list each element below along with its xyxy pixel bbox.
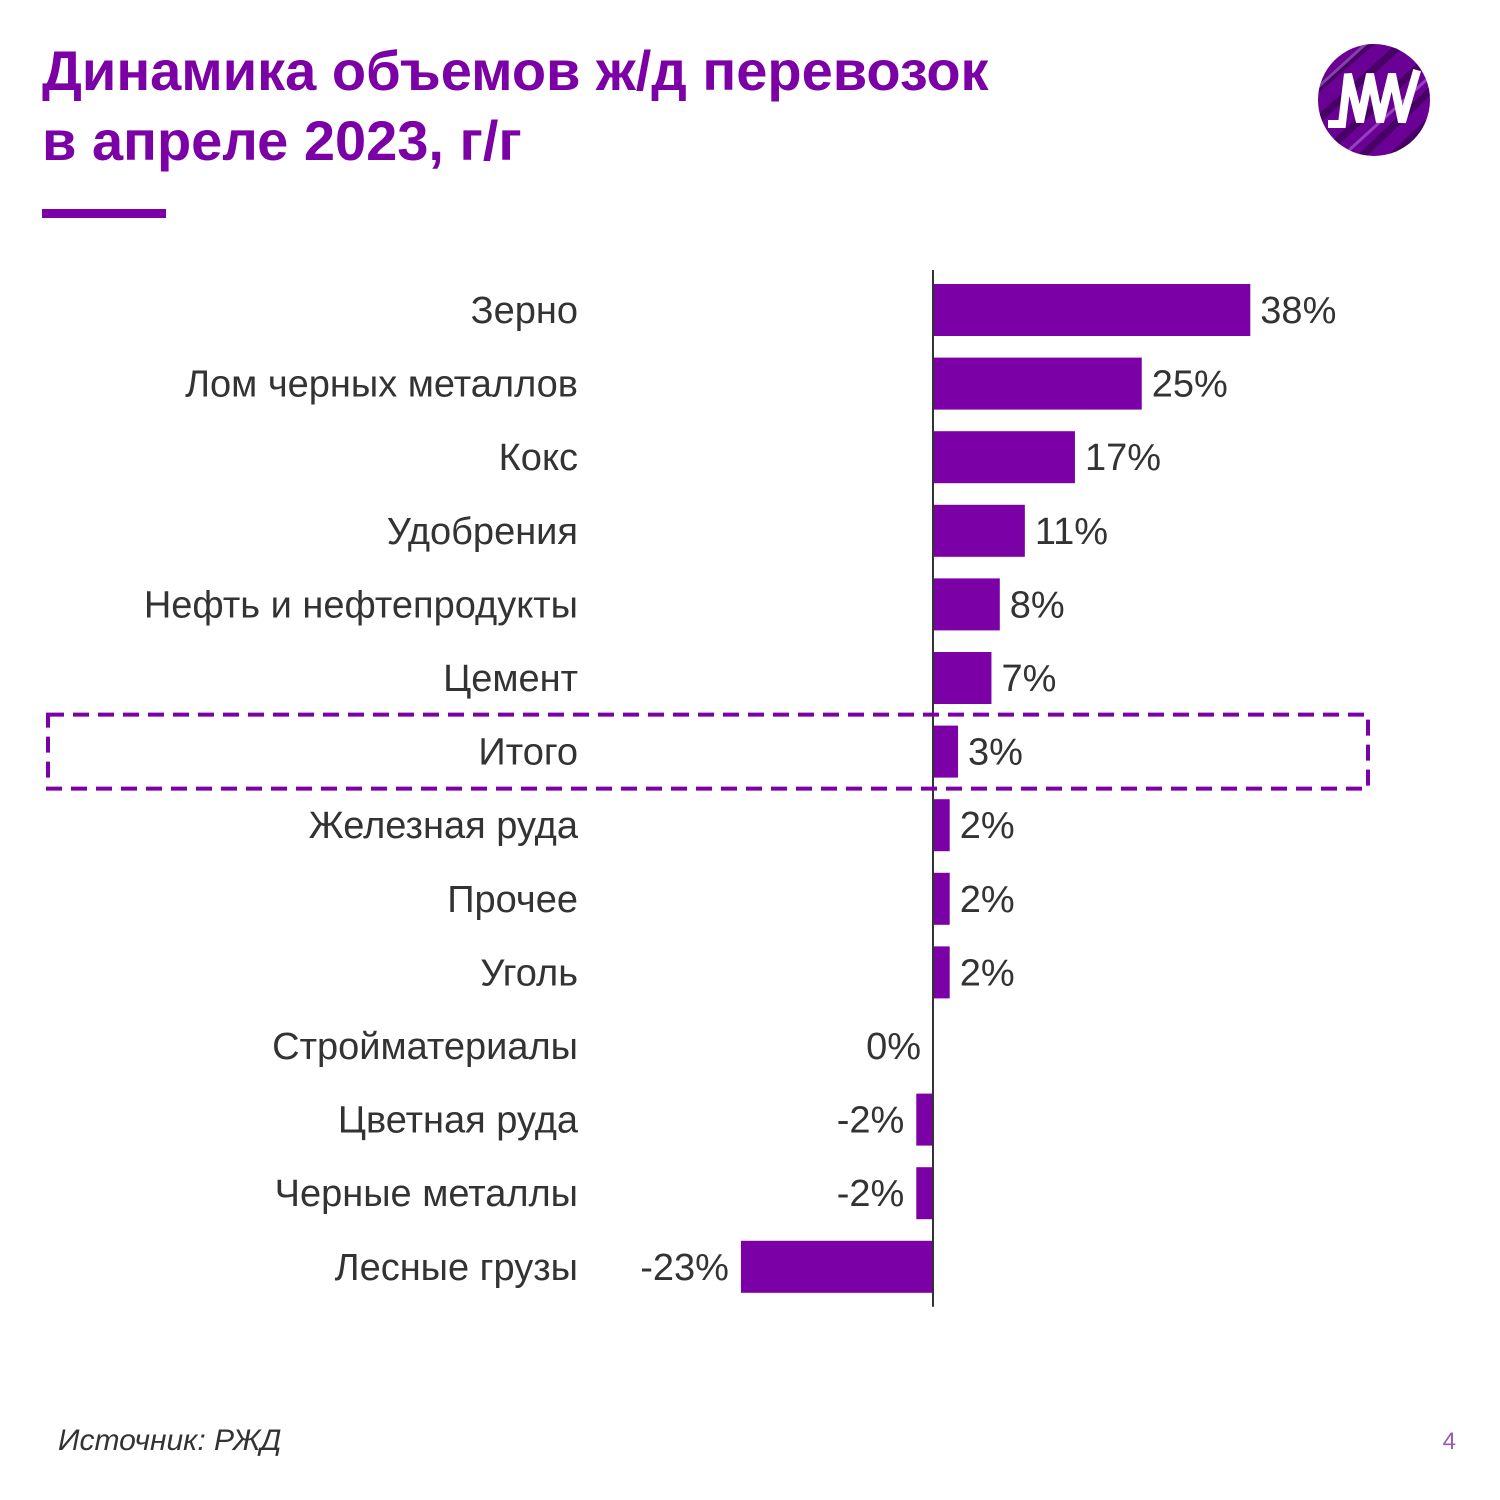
data-label: 8%: [1010, 584, 1065, 626]
bar-3: [933, 504, 1025, 557]
category-label: Итого: [478, 732, 578, 774]
data-label: 2%: [960, 805, 1015, 847]
bar-0: [933, 284, 1251, 336]
bar-chart: Зерно 38% Лом черных металлов 25% Кокс 17% Удо…: [46, 270, 1370, 1307]
data-label: -2%: [837, 1100, 905, 1142]
bar-11: [916, 1093, 933, 1146]
bar-7: [933, 799, 950, 852]
data-label: -23%: [640, 1247, 729, 1289]
bar-13: [740, 1240, 933, 1293]
source-note: Источник: РЖД: [58, 1424, 282, 1457]
category-label: Стройматериалы: [272, 1026, 578, 1068]
data-label: 38%: [1260, 290, 1336, 332]
data-label: 2%: [960, 952, 1015, 994]
category-label: Прочее: [447, 879, 578, 921]
bar-2: [933, 431, 1075, 484]
title-line-2: в апреле 2023, г/г: [42, 109, 522, 172]
category-label: Лесные грузы: [335, 1247, 578, 1289]
data-label: 11%: [1035, 511, 1108, 553]
bar-5: [933, 652, 992, 704]
category-label: Уголь: [480, 952, 578, 994]
category-label: Черные металлы: [275, 1173, 578, 1215]
bar-4: [933, 578, 1000, 631]
chart-title: Динамика объемов ж/д перевозок в апреле …: [42, 36, 1242, 176]
category-label: Удобрения: [387, 511, 578, 553]
data-label: 17%: [1085, 437, 1161, 479]
mw-logo-icon: [1318, 44, 1430, 156]
data-label: 2%: [960, 879, 1015, 921]
data-label: 25%: [1152, 364, 1228, 406]
category-label: Железная руда: [309, 805, 579, 847]
data-label: 7%: [1001, 658, 1056, 700]
page-number: 4: [1442, 1428, 1456, 1455]
category-label: Цветная руда: [338, 1100, 579, 1142]
title-line-1: Динамика объемов ж/д перевозок: [42, 39, 989, 102]
data-label: 3%: [968, 732, 1023, 774]
category-label: Зерно: [471, 290, 578, 332]
category-label: Цемент: [443, 658, 578, 700]
bar-1: [933, 357, 1142, 410]
bar-9: [933, 946, 950, 999]
title-underline: [42, 209, 166, 218]
bar-12: [916, 1167, 933, 1220]
category-label: Кокс: [499, 437, 578, 479]
bar-6: [933, 725, 959, 778]
bar-8: [933, 872, 950, 925]
highlight-box: [46, 712, 1370, 791]
category-label: Лом черных металлов: [185, 364, 578, 406]
data-label: 0%: [866, 1026, 921, 1068]
category-label: Нефть и нефтепродукты: [144, 584, 578, 626]
data-label: -2%: [837, 1173, 905, 1215]
